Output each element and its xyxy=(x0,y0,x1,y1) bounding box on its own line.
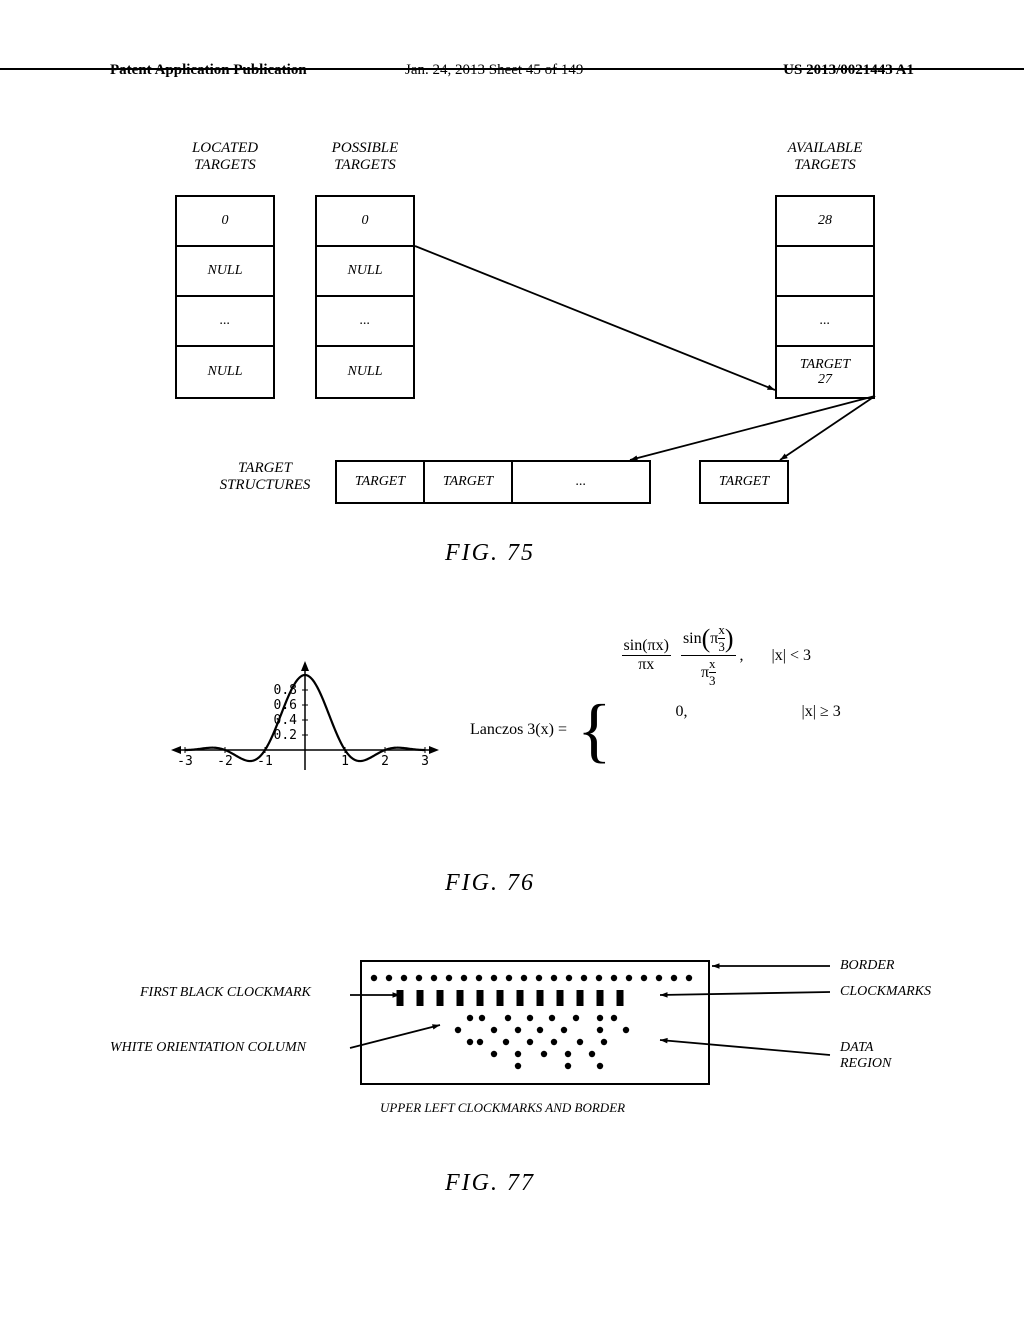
lanczos-formula: Lanczos 3(x) = { sin(πx) πx sin ( π x 3 xyxy=(470,640,890,752)
fig77-subcaption: UPPER LEFT CLOCKMARKS AND BORDER xyxy=(380,1100,625,1116)
lanczos-plot: -3-2-11230.20.40.60.8 xyxy=(140,600,480,800)
formula-part: x xyxy=(718,622,725,639)
page-header: Patent Application Publication Jan. 24, … xyxy=(0,40,1024,70)
formula-part: π xyxy=(710,630,718,648)
header-right: US 2013/0021443 A1 xyxy=(783,62,914,79)
svg-text:3: 3 xyxy=(421,754,429,769)
header-left: Patent Application Publication xyxy=(110,62,307,79)
formula-part: sin xyxy=(683,630,702,648)
formula-part: πx xyxy=(622,656,671,674)
figure-76: -3-2-11230.20.40.60.8 Lanczos 3(x) = { s… xyxy=(140,600,900,880)
formula-part: x xyxy=(709,656,716,673)
figure-75: LOCATED TARGETS POSSIBLE TARGETS AVAILAB… xyxy=(140,140,900,540)
formula-zero: 0, xyxy=(622,703,742,721)
svg-text:-2: -2 xyxy=(217,754,233,769)
fig77-caption: FIG. 77 xyxy=(445,1170,535,1197)
formula-part: π xyxy=(701,664,709,682)
svg-text:2: 2 xyxy=(381,754,389,769)
svg-text:-3: -3 xyxy=(177,754,193,769)
fig75-arrows xyxy=(140,140,900,520)
formula-cond1: |x| < 3 xyxy=(772,647,811,665)
fig76-caption: FIG. 76 xyxy=(445,870,535,897)
formula-lhs: Lanczos 3(x) = xyxy=(470,721,567,738)
formula-cond2: |x| ≥ 3 xyxy=(802,703,841,720)
fig75-caption: FIG. 75 xyxy=(445,540,535,567)
figure-77: FIRST BLACK CLOCKMARK WHITE ORIENTATION … xyxy=(100,940,930,1200)
formula-part: 3 xyxy=(709,673,716,689)
formula-part: sin(πx) xyxy=(622,637,671,656)
header-mid: Jan. 24, 2013 Sheet 45 of 149 xyxy=(405,62,583,79)
svg-text:0.2: 0.2 xyxy=(274,728,297,743)
svg-text:1: 1 xyxy=(341,754,349,769)
formula-part: 3 xyxy=(718,639,725,655)
